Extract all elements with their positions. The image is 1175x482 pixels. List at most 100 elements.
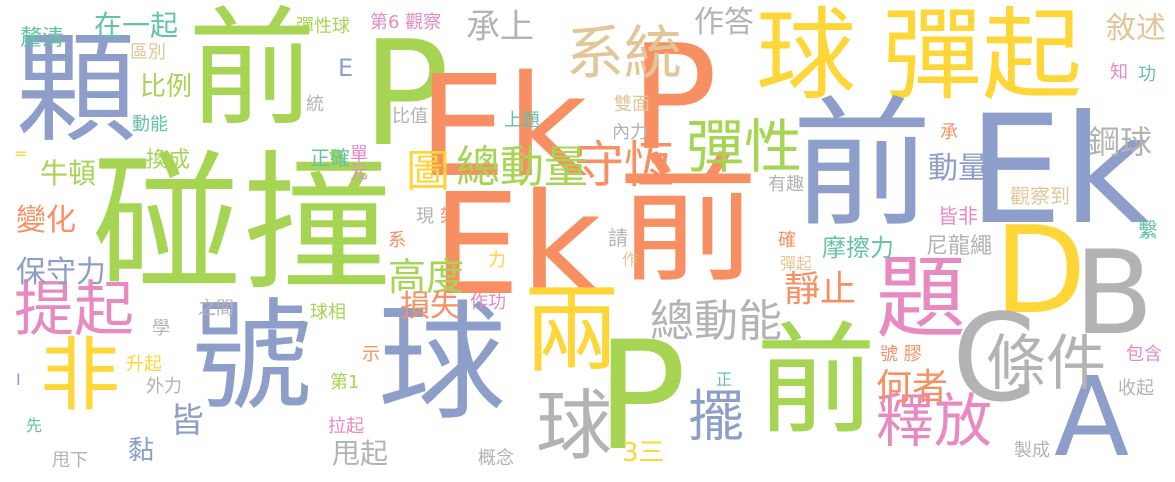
word-cloud-word: 作功	[470, 292, 506, 313]
word-cloud-word: 現	[416, 206, 434, 227]
word-cloud-word: 球	[378, 289, 507, 438]
word-cloud-word: A	[1054, 353, 1130, 481]
word-cloud-word: 繫	[1138, 218, 1158, 242]
word-cloud-word: 高度	[388, 255, 465, 299]
word-cloud-word: 球相	[310, 302, 346, 323]
word-cloud-word: 換成	[146, 148, 191, 173]
word-cloud-word: 學	[152, 318, 170, 339]
word-cloud-word: 敘述	[1106, 11, 1166, 46]
word-cloud-word: 皆	[170, 401, 204, 441]
word-cloud-word: 統	[306, 94, 324, 115]
word-cloud-word: 題	[876, 246, 966, 351]
word-cloud-word: 靜止	[784, 269, 857, 310]
word-cloud-word: 摩擦力	[822, 234, 894, 262]
word-cloud-word: 力	[488, 250, 506, 271]
word-cloud-word: 拉起	[328, 416, 364, 437]
word-cloud-word: 請	[608, 226, 628, 250]
word-cloud-word: 正確	[310, 146, 350, 170]
word-cloud-word: 圖	[406, 146, 450, 197]
word-cloud-word: 先	[26, 416, 43, 435]
word-cloud-word: 前	[618, 140, 759, 303]
word-cloud-word: 條件	[986, 329, 1106, 399]
word-cloud-word: 示	[362, 344, 380, 365]
word-cloud-word: 損失	[400, 289, 460, 324]
word-cloud-word: 彈性球	[296, 16, 350, 37]
word-cloud-word: 總動能	[650, 296, 782, 347]
word-cloud-word: 變化	[16, 203, 76, 238]
word-cloud-word: 比例	[140, 72, 193, 102]
word-cloud-word: 非	[40, 329, 120, 422]
word-cloud-word: 有趣	[768, 174, 804, 195]
word-cloud-word: 甩起	[332, 437, 389, 470]
word-cloud-word: 提起	[14, 275, 134, 345]
word-cloud-word: 作答	[694, 5, 754, 40]
word-cloud-word: 承上	[466, 7, 534, 47]
word-cloud-word: 顆	[16, 20, 136, 159]
word-cloud-word: 球	[536, 381, 612, 470]
word-cloud-word: 黏	[128, 436, 155, 466]
word-cloud-word: 知	[1110, 62, 1128, 83]
word-cloud-word: =	[14, 144, 28, 163]
word-cloud-word: P	[596, 310, 687, 482]
word-cloud-word: 雙面	[614, 94, 650, 115]
word-cloud-word: 動能	[132, 114, 168, 135]
word-cloud-word: P	[362, 10, 450, 179]
word-cloud-word: B	[1074, 226, 1154, 361]
word-cloud-word: 單元	[347, 144, 368, 180]
word-cloud-word: 釐清	[20, 26, 65, 51]
word-cloud-word: 前	[756, 312, 876, 451]
word-cloud-word: P	[630, 14, 718, 183]
word-cloud-word: Ek	[432, 164, 602, 327]
word-cloud-word: Ek	[968, 84, 1150, 258]
word-cloud-word: 甩下	[52, 450, 88, 471]
word-cloud-word: 第6 觀察	[370, 12, 442, 33]
word-cloud-word: 承	[940, 122, 958, 143]
word-cloud-word: 3三	[622, 438, 665, 468]
word-cloud-word: 碰撞	[92, 138, 393, 312]
word-cloud-word: Ek	[418, 46, 588, 209]
word-cloud-word: 號 膠	[880, 344, 922, 365]
word-cloud-word: 作	[622, 250, 639, 269]
word-cloud-word: 之間	[198, 298, 234, 319]
word-cloud-word: 系統	[566, 19, 683, 87]
word-cloud-word: 前	[188, 0, 317, 144]
word-cloud-word: 功	[1138, 64, 1156, 85]
word-cloud-word: 牛頓	[40, 157, 97, 190]
word-cloud-word: 鋼球	[1088, 123, 1153, 161]
word-cloud-word: D	[994, 202, 1087, 341]
word-cloud-word: 第1	[330, 372, 360, 393]
word-cloud-word: E	[338, 54, 354, 82]
word-cloud-word: 皆非	[938, 204, 978, 228]
word-cloud-word: 兩	[524, 274, 620, 386]
word-cloud-word: C	[952, 290, 1036, 429]
word-cloud-word: 彈起	[780, 254, 813, 273]
word-cloud-word: 升起	[126, 354, 162, 375]
word-cloud-word: 比值	[392, 106, 428, 127]
word-cloud-word: 保守力	[16, 255, 106, 290]
word-cloud-word: 區別	[130, 42, 166, 63]
word-cloud-word: 系	[388, 230, 406, 251]
word-cloud-word: 內力	[612, 122, 648, 143]
word-cloud-word: 總動量	[456, 142, 588, 193]
word-cloud-word: 擺	[688, 385, 744, 450]
word-cloud-word: 收起	[1118, 378, 1154, 399]
word-cloud-word: 守恆	[574, 136, 674, 194]
word-cloud-word: 彈性	[686, 113, 803, 181]
word-cloud-word: 動量	[928, 151, 988, 186]
word-cloud-word: 號	[192, 288, 312, 427]
word-cloud-word: 架	[440, 206, 458, 227]
word-cloud-word: 球	[756, 0, 856, 114]
word-cloud-word: 在一起	[94, 9, 179, 42]
word-cloud-word: 製成	[1014, 440, 1050, 461]
word-cloud-word: 概念	[478, 448, 514, 469]
word-cloud-word: 前	[792, 84, 933, 247]
word-cloud-word: 彈起	[882, 0, 1082, 114]
word-cloud-word: I	[16, 370, 21, 389]
word-cloud-word: 包含	[1126, 344, 1162, 365]
word-cloud-word: 正	[716, 370, 733, 389]
word-cloud-word: 上題	[504, 110, 540, 131]
word-cloud-word: 確	[778, 230, 796, 251]
word-cloud-word: 何者	[876, 367, 949, 408]
word-cloud-word: 尼龍繩	[926, 234, 993, 259]
